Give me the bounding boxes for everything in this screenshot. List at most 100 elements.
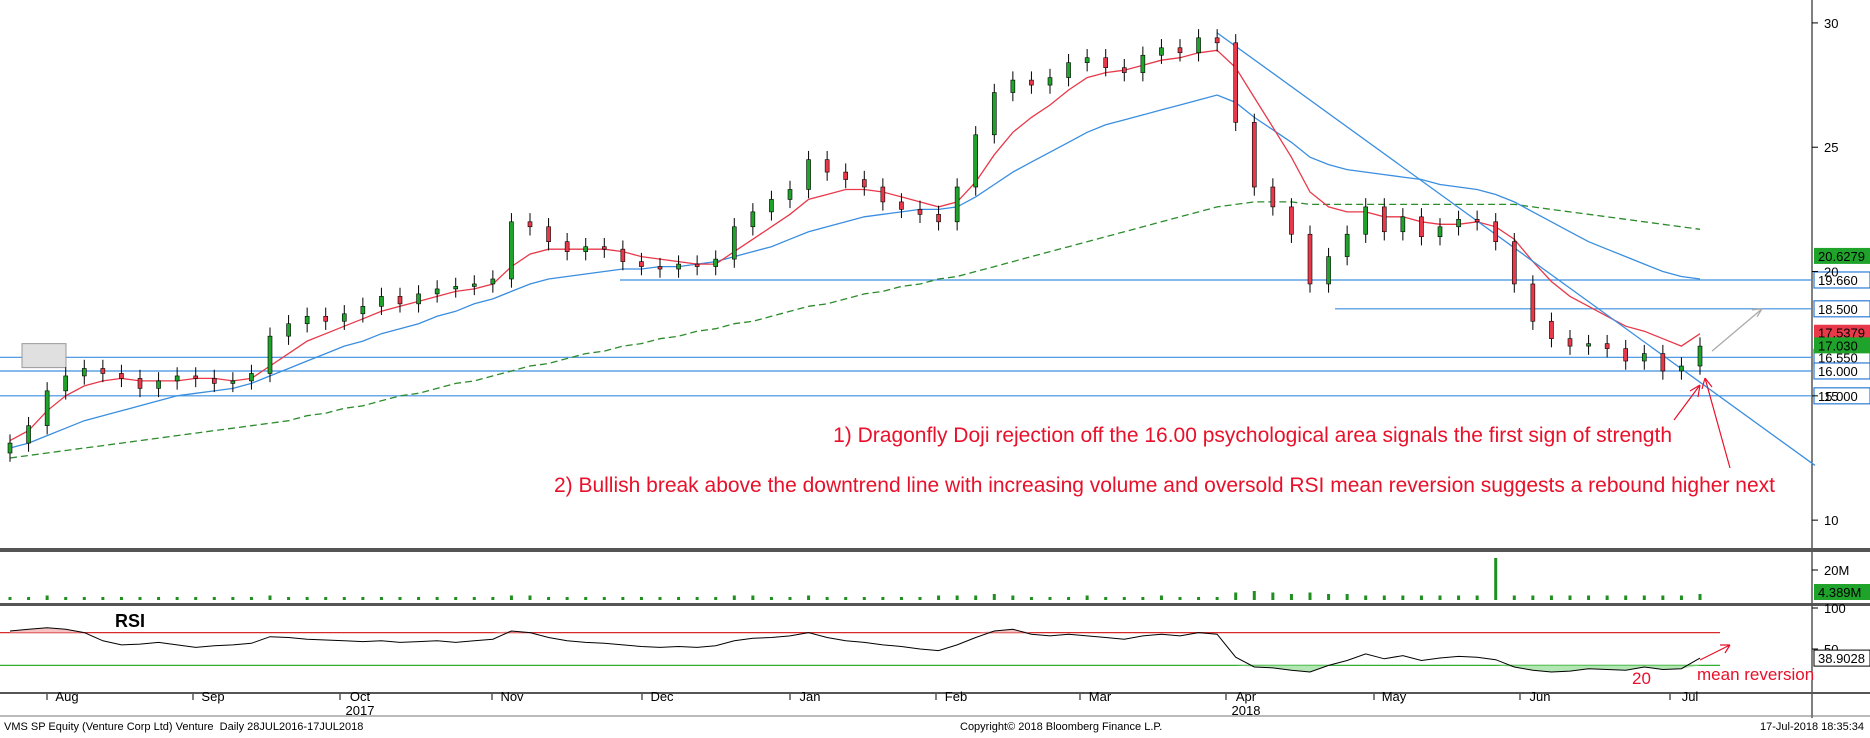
- rsi-tick-label: 100: [1824, 601, 1846, 616]
- year-label: 2017: [346, 703, 375, 718]
- candle-down: [936, 214, 941, 223]
- pane-divider-volume: [0, 548, 1870, 552]
- candle-up: [1010, 79, 1016, 93]
- candle-up: [1679, 365, 1684, 372]
- volume-bar: [82, 597, 86, 600]
- candle-down: [601, 246, 607, 250]
- price-tick-label: 10: [1824, 513, 1838, 528]
- volume-bar: [1624, 595, 1628, 600]
- candle-down: [137, 378, 143, 389]
- rsi-annotation-number: 20: [1632, 669, 1651, 688]
- sma-fast-line: [9, 49, 1701, 442]
- annotation-1: 1) Dragonfly Doji rejection off the 16.0…: [833, 424, 1672, 447]
- candle-down: [1177, 47, 1183, 54]
- volume-bar: [769, 597, 773, 600]
- volume-bar: [602, 597, 606, 600]
- candle-down: [546, 226, 551, 242]
- volume-bar: [937, 595, 941, 600]
- candle-up: [1047, 77, 1053, 86]
- volume-bar: [1029, 597, 1033, 600]
- candle-down: [1307, 233, 1313, 285]
- candle-down: [694, 263, 700, 267]
- candle-up: [1437, 226, 1443, 238]
- volume-bar: [1345, 594, 1349, 600]
- volume-bar: [1568, 595, 1572, 600]
- volume-bar: [1364, 595, 1368, 600]
- volume-bar: [1642, 595, 1646, 600]
- price-tag-label: 17.030: [1818, 338, 1858, 353]
- candle-down: [1549, 320, 1554, 339]
- volume-bar: [1475, 595, 1479, 600]
- volume-bar: [342, 597, 346, 600]
- candle-up: [1456, 219, 1461, 228]
- volume-bar: [732, 595, 736, 600]
- volume-bar: [454, 597, 458, 600]
- highlight-box: [21, 343, 67, 369]
- candle-up: [1066, 62, 1071, 78]
- volume-bar: [1512, 595, 1516, 600]
- candle-up: [230, 380, 236, 384]
- level-tag-label: 15.000: [1818, 389, 1858, 404]
- sma-slow-line: [9, 201, 1701, 459]
- candle-up: [750, 211, 756, 228]
- candle-down: [1233, 42, 1239, 123]
- candle-down: [1511, 241, 1517, 285]
- volume-bar: [1234, 592, 1238, 600]
- level-tag-label: 16.550: [1818, 350, 1858, 365]
- volume-bar: [1661, 595, 1665, 600]
- price-tick-label: 15: [1824, 389, 1838, 404]
- candle-down: [1493, 221, 1499, 242]
- volume-bar: [1401, 595, 1405, 600]
- volume-bar: [324, 597, 328, 600]
- rsi-annotation-label: mean reversion: [1697, 665, 1814, 684]
- volume-bar: [1679, 595, 1683, 600]
- volume-bar: [844, 597, 848, 600]
- candle-down: [564, 241, 570, 252]
- candle-up: [81, 368, 87, 377]
- volume-last-label: 4.389M: [1818, 585, 1861, 600]
- volume-bar: [528, 595, 532, 600]
- volume-bar: [584, 597, 588, 600]
- volume-bar: [509, 595, 513, 600]
- candle-up: [453, 286, 459, 290]
- price-tick-label: 30: [1824, 16, 1838, 31]
- candle-down: [397, 296, 403, 305]
- x-tick-label: Mar: [1089, 689, 1112, 704]
- volume-bar: [992, 594, 996, 600]
- annotation-2: 2) Bullish break above the downtrend lin…: [554, 474, 1775, 497]
- candle-down: [211, 378, 217, 384]
- volume-bar: [1457, 595, 1461, 600]
- timestamp-label: 17-Jul-2018 18:35:34: [1760, 721, 1864, 733]
- candle-down: [824, 159, 830, 173]
- candle-up: [676, 263, 681, 270]
- candle-up: [1697, 345, 1703, 367]
- candle-up: [156, 380, 161, 389]
- annotation-2-arrow: [1701, 377, 1731, 469]
- volume-bar: [1271, 592, 1275, 600]
- candle-down: [323, 315, 329, 322]
- volume-bar: [1587, 595, 1591, 600]
- volume-bar: [862, 597, 866, 600]
- candle-up: [787, 189, 793, 200]
- price-tick-label: 20: [1824, 265, 1838, 280]
- candle-up: [1586, 343, 1591, 347]
- pane-divider-xaxis: [0, 692, 1870, 694]
- candle-up: [1084, 57, 1090, 63]
- candle-up: [1326, 256, 1331, 285]
- volume-bar: [639, 597, 643, 600]
- footer-bar: VMS SP Equity (Venture Corp Ltd) Venture…: [0, 718, 1870, 738]
- candle-up: [44, 390, 50, 426]
- volume-bar: [101, 597, 105, 600]
- volume-bar: [788, 597, 792, 600]
- candle-down: [1660, 353, 1666, 372]
- candle-down: [100, 368, 106, 374]
- candle-up: [7, 442, 13, 454]
- rsi-title: RSI: [115, 611, 145, 631]
- x-tick-label: Feb: [945, 689, 967, 704]
- volume-bar: [1549, 595, 1553, 600]
- candle-down: [1103, 57, 1109, 68]
- volume-bar: [491, 597, 495, 600]
- candle-down: [620, 248, 626, 262]
- candle-down: [899, 201, 904, 210]
- x-tick-label: Jan: [800, 689, 821, 704]
